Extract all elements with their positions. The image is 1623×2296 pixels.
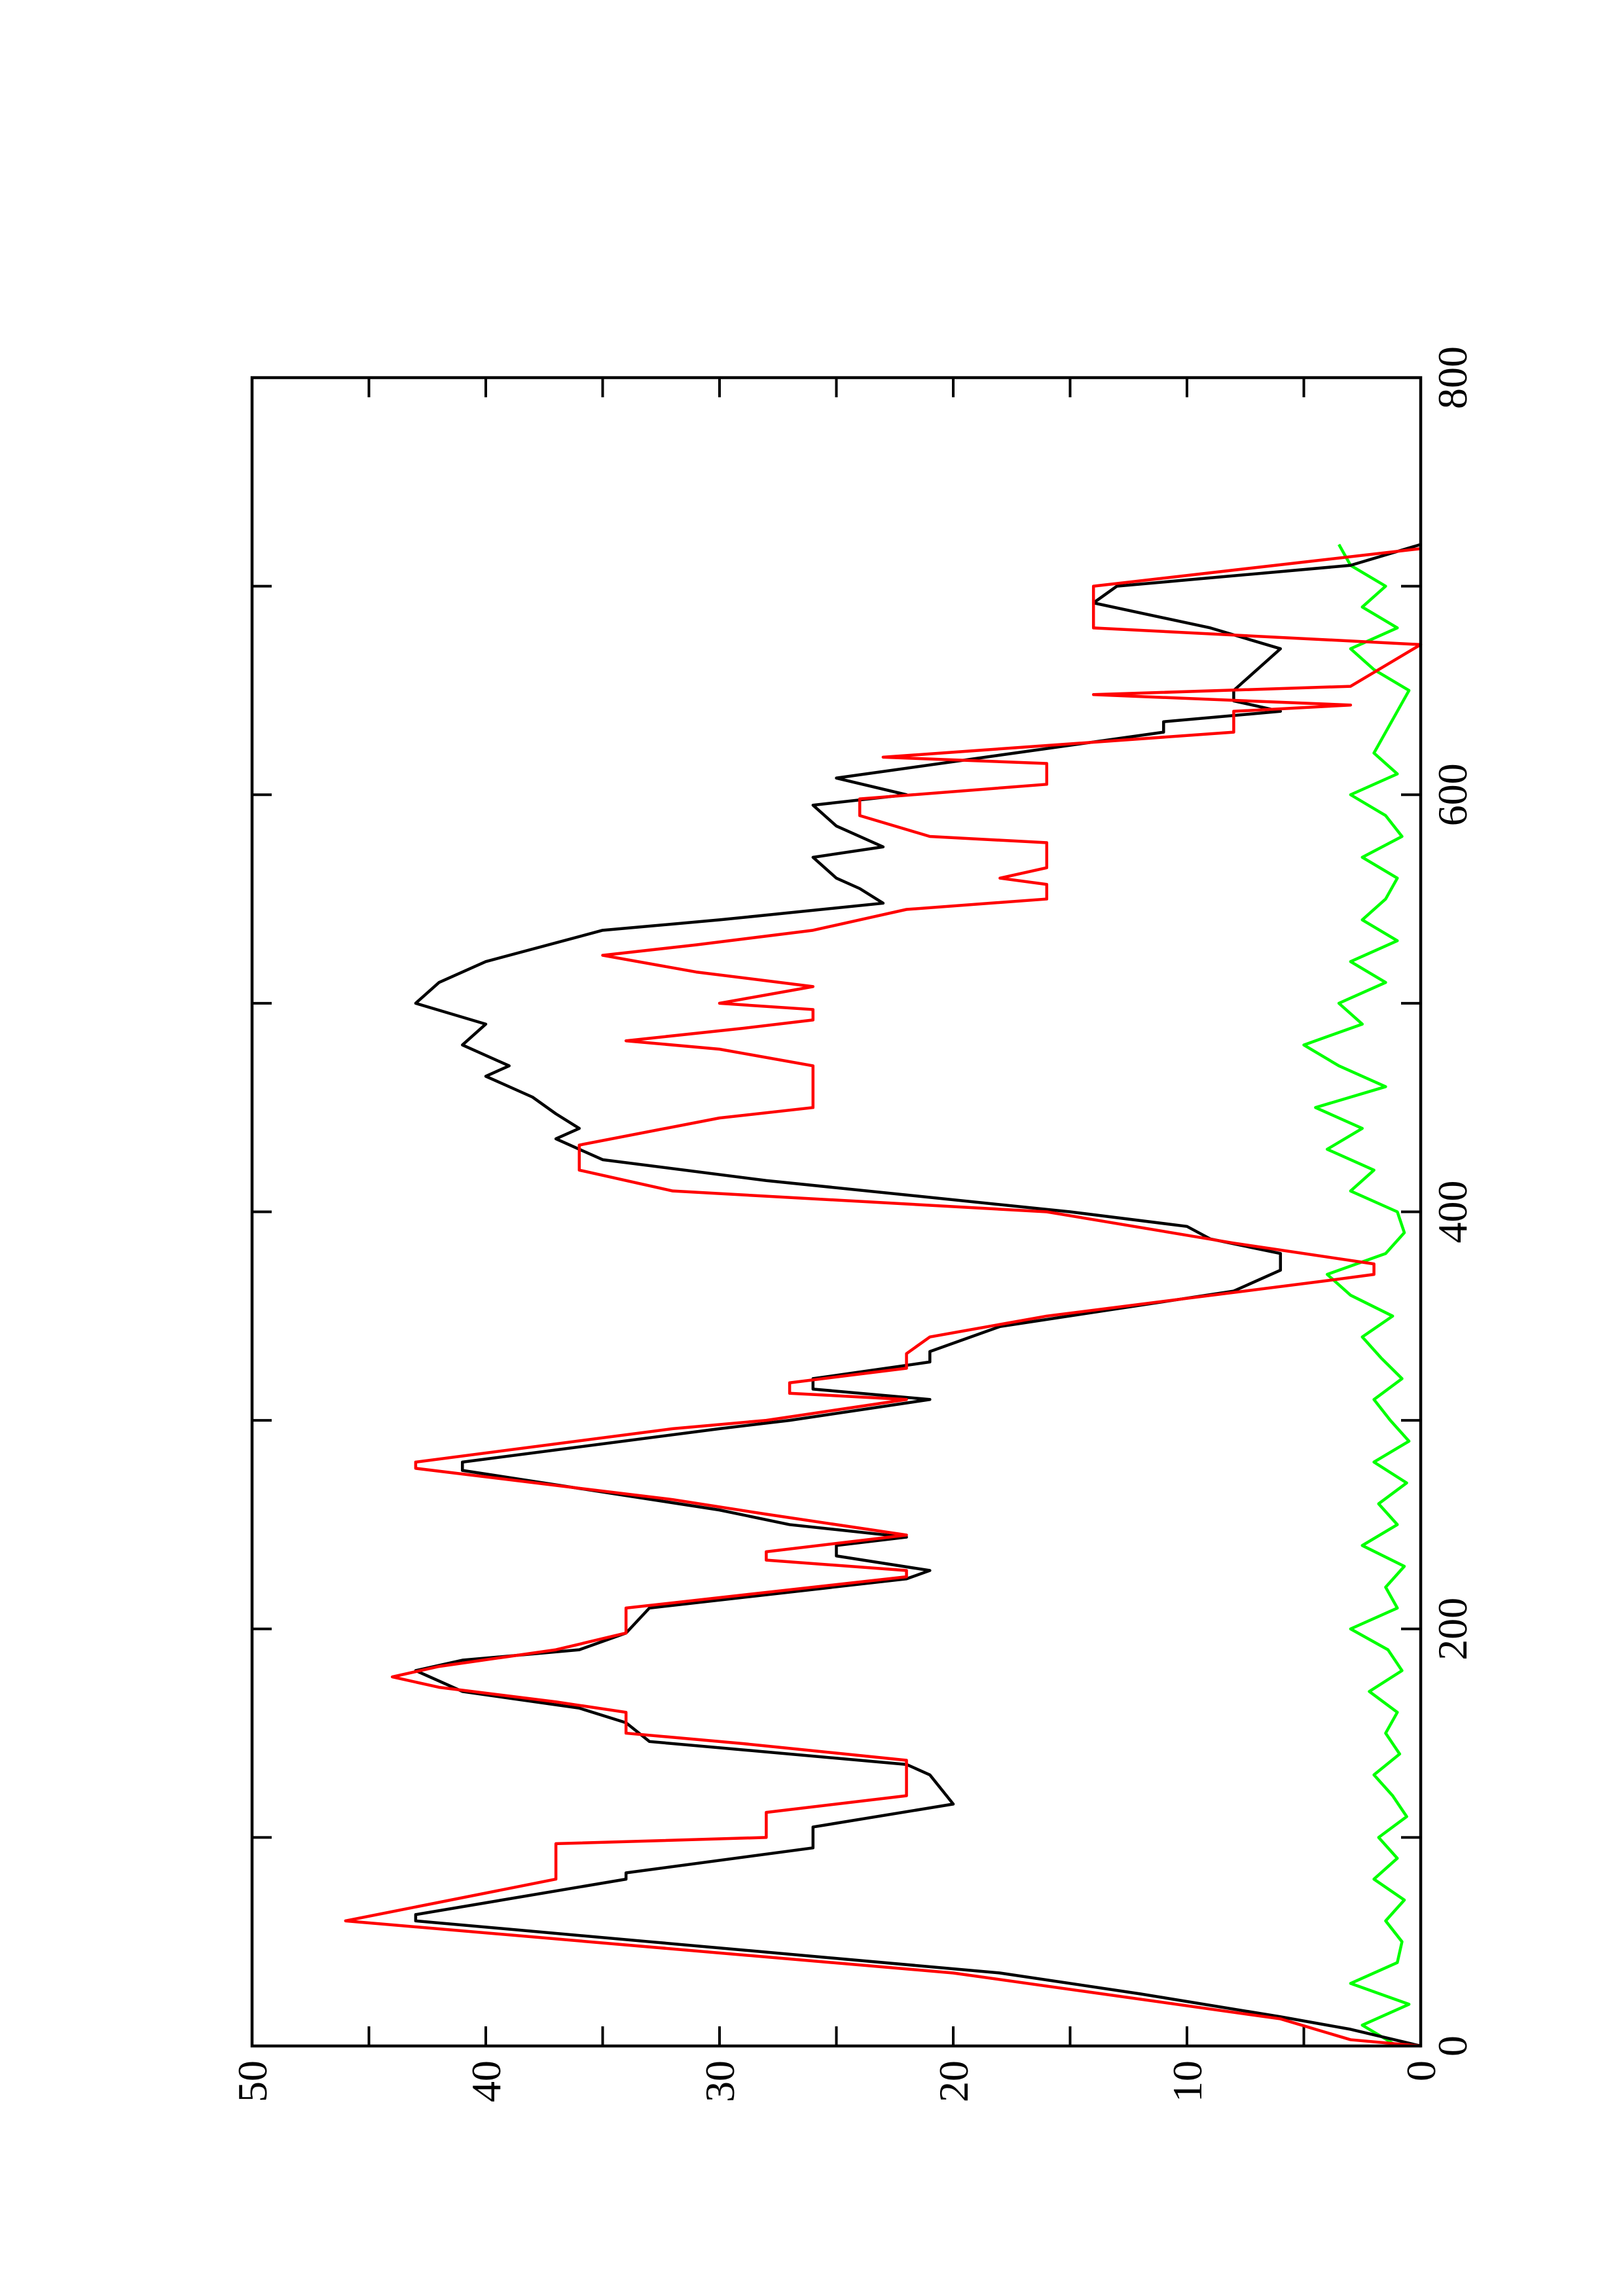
plot-frame bbox=[250, 376, 1423, 2048]
data-line bbox=[414, 543, 1421, 2048]
y-tick-label: 20 bbox=[930, 2060, 977, 2102]
y-tick-label: 0 bbox=[1398, 2060, 1444, 2081]
y-tick-label: 40 bbox=[463, 2060, 509, 2102]
data-line bbox=[344, 547, 1423, 2048]
y-tick-label: 10 bbox=[1164, 2060, 1211, 2102]
y-tick-label: 50 bbox=[229, 2060, 276, 2102]
x-tick-label: 0 bbox=[1429, 2036, 1476, 2056]
data-line bbox=[1302, 543, 1411, 2047]
x-tick-label: 200 bbox=[1429, 1598, 1476, 1660]
x-tick-label: 600 bbox=[1429, 763, 1476, 826]
y-tick-label: 30 bbox=[697, 2060, 743, 2102]
x-tick-label: 800 bbox=[1429, 346, 1476, 409]
plot-area: 0 200 400 600 800 0 10 20 30 40 50 bbox=[229, 346, 1476, 2102]
x-tick-label: 400 bbox=[1429, 1181, 1476, 1244]
